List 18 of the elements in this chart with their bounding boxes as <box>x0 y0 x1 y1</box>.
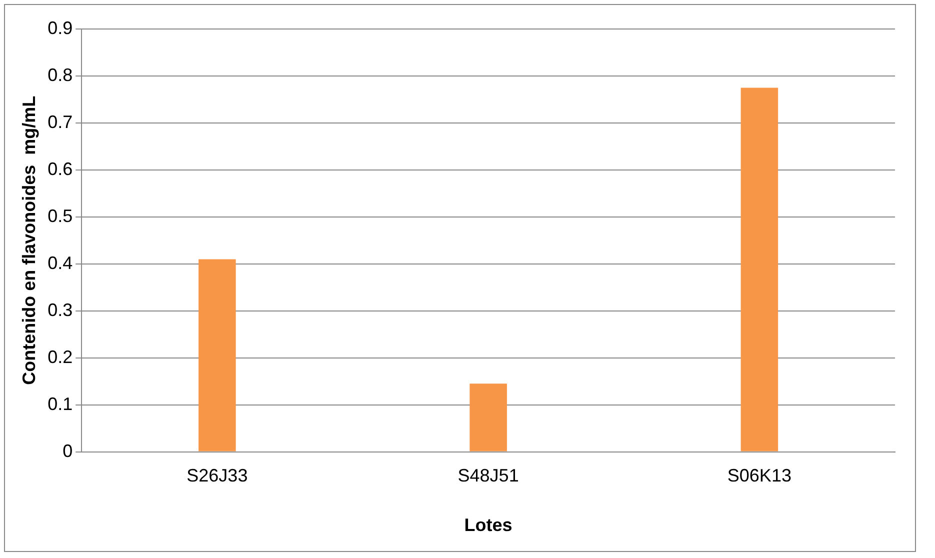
y-tick-label: 0.9 <box>48 18 73 38</box>
y-tick-label: 0.1 <box>48 394 73 414</box>
x-tick-label: S06K13 <box>727 466 792 486</box>
bar <box>740 88 778 452</box>
y-axis-title: Contenido en flavonoides mg/mL <box>18 96 39 385</box>
y-tick-label: 0.3 <box>48 300 73 320</box>
y-tick-label: 0.8 <box>48 64 73 85</box>
y-tick-label: 0 <box>62 440 73 461</box>
x-tick-label: S26J33 <box>186 466 248 486</box>
y-tick-label: 0.5 <box>48 206 73 226</box>
y-tick-label: 0.4 <box>48 252 73 273</box>
bar <box>470 384 507 452</box>
y-tick-label: 0.7 <box>48 112 73 132</box>
x-axis-title: Lotes <box>464 515 512 536</box>
y-tick-label: 0.6 <box>48 158 73 179</box>
x-tick-label: S48J51 <box>458 466 519 486</box>
bar <box>198 259 236 452</box>
y-tick-label: 0.2 <box>48 346 73 367</box>
